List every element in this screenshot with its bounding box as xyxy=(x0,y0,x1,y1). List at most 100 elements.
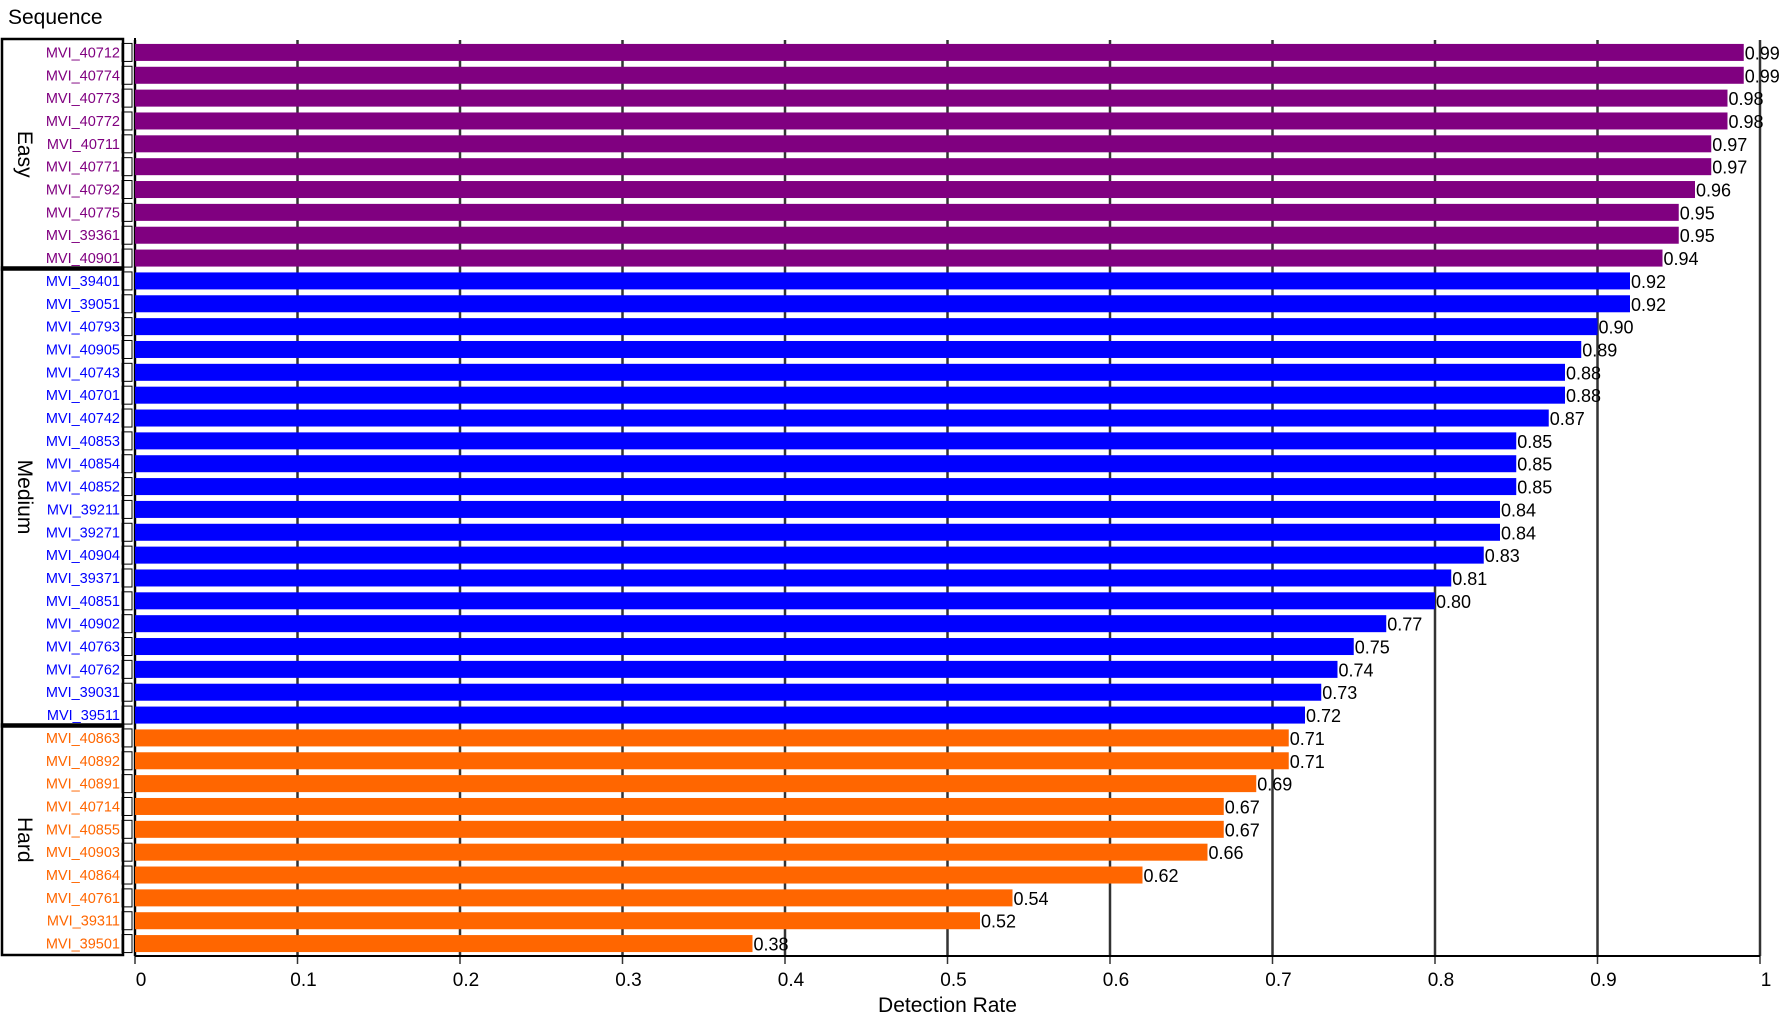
x-tick-label: 0.4 xyxy=(778,970,805,991)
category-label: MVI_40714 xyxy=(46,799,120,815)
value-label: 0.97 xyxy=(1712,158,1747,178)
bar xyxy=(135,272,1630,290)
group-box xyxy=(0,723,125,957)
bar xyxy=(135,683,1322,701)
category-label: MVI_40853 xyxy=(46,434,120,450)
value-label: 0.38 xyxy=(754,935,789,955)
value-label: 0.74 xyxy=(1339,660,1374,680)
bar xyxy=(135,729,1289,747)
group-label: Easy xyxy=(13,131,36,178)
category-label: MVI_40891 xyxy=(46,777,120,793)
category-label: MVI_39511 xyxy=(47,708,120,724)
category-label: MVI_40772 xyxy=(46,114,120,130)
category-label: MVI_40852 xyxy=(46,480,120,496)
value-label: 0.67 xyxy=(1225,820,1260,840)
bar xyxy=(135,500,1500,518)
value-label: 0.83 xyxy=(1485,546,1520,566)
category-label: MVI_40792 xyxy=(46,183,120,199)
category-label: MVI_40855 xyxy=(46,822,120,838)
category-label: MVI_39271 xyxy=(46,525,120,541)
bar xyxy=(135,912,980,930)
value-label: 0.73 xyxy=(1322,683,1357,703)
category-label: MVI_40902 xyxy=(46,617,120,633)
bar xyxy=(135,409,1549,427)
category-label: MVI_40901 xyxy=(46,251,120,267)
group-box xyxy=(0,37,125,271)
group-label: Medium xyxy=(13,460,36,535)
category-label: MVI_39051 xyxy=(46,297,120,313)
bar xyxy=(135,546,1484,564)
value-label: 0.85 xyxy=(1517,478,1552,498)
bar xyxy=(135,615,1387,633)
category-label: MVI_40903 xyxy=(46,845,120,861)
value-label: 0.98 xyxy=(1729,112,1764,132)
grid-lines xyxy=(133,38,1762,956)
category-label: MVI_40774 xyxy=(46,68,120,84)
value-label: 0.84 xyxy=(1501,500,1536,520)
category-label: MVI_40892 xyxy=(46,754,120,770)
value-label: 0.75 xyxy=(1355,638,1390,658)
x-axis-title: Detection Rate xyxy=(878,994,1017,1017)
value-label: 0.52 xyxy=(981,912,1016,932)
x-tick-label: 0.5 xyxy=(940,970,966,991)
bar xyxy=(135,820,1224,838)
group-brackets: Easy Medium Hard xyxy=(0,37,125,957)
value-label: 0.87 xyxy=(1550,409,1585,429)
bar xyxy=(135,89,1728,107)
category-label: MVI_40743 xyxy=(46,365,120,381)
bars xyxy=(135,43,1744,953)
category-label: MVI_40864 xyxy=(46,868,120,884)
value-label: 0.95 xyxy=(1680,203,1715,223)
value-label: 0.71 xyxy=(1290,752,1325,772)
x-axis-ticks: 0 0.1 0.2 0.3 0.4 0.5 0.6 0.7 0.8 0.9 1 xyxy=(134,956,1772,991)
value-labels: 0.990.990.980.980.970.970.960.950.950.94… xyxy=(754,43,1780,954)
bar xyxy=(135,797,1224,815)
bar xyxy=(135,432,1517,450)
category-label: MVI_39031 xyxy=(46,685,120,701)
value-label: 0.89 xyxy=(1582,340,1617,360)
value-label: 0.88 xyxy=(1566,386,1601,406)
x-tick-label: 0.9 xyxy=(1590,970,1616,991)
bar xyxy=(135,363,1565,381)
x-tick-label: 0.3 xyxy=(615,970,641,991)
value-label: 0.72 xyxy=(1306,706,1341,726)
bar xyxy=(135,112,1728,130)
bar xyxy=(135,843,1208,861)
category-label: MVI_39311 xyxy=(47,914,120,930)
bar xyxy=(135,181,1695,199)
bar xyxy=(135,889,1013,907)
category-labels: MVI_40712 MVI_40774 MVI_40773 MVI_40772 MVI_… xyxy=(46,42,133,954)
category-label: MVI_40763 xyxy=(46,640,120,656)
category-label: MVI_40761 xyxy=(46,891,120,907)
category-label: MVI_40712 xyxy=(46,45,120,61)
bar xyxy=(135,569,1452,587)
x-tick-label: 0.8 xyxy=(1428,970,1454,991)
category-label: MVI_40793 xyxy=(46,320,120,336)
value-label: 0.88 xyxy=(1566,363,1601,383)
bar xyxy=(135,638,1354,656)
bar xyxy=(135,523,1500,541)
group-box xyxy=(0,266,125,728)
bar xyxy=(135,866,1143,884)
bar xyxy=(135,775,1257,793)
category-label: MVI_40701 xyxy=(46,388,120,404)
bar xyxy=(135,340,1582,358)
category-label: MVI_40904 xyxy=(46,548,120,564)
category-label: MVI_40711 xyxy=(47,137,120,153)
category-label: MVI_40905 xyxy=(46,342,120,358)
bar xyxy=(135,249,1663,267)
group-label: Hard xyxy=(13,817,36,863)
y-axis-title: Sequence xyxy=(8,6,103,29)
value-label: 0.80 xyxy=(1436,592,1471,612)
bar xyxy=(135,660,1338,678)
x-tick-label: 0.6 xyxy=(1103,970,1129,991)
value-label: 0.77 xyxy=(1387,615,1422,635)
bar xyxy=(135,295,1630,313)
value-label: 0.71 xyxy=(1290,729,1325,749)
category-label: MVI_40863 xyxy=(46,731,120,747)
value-label: 0.85 xyxy=(1517,455,1552,475)
bar xyxy=(135,478,1517,496)
x-tick-label: 0.7 xyxy=(1265,970,1291,991)
value-label: 0.96 xyxy=(1696,181,1731,201)
x-tick-label: 1 xyxy=(1761,970,1772,991)
